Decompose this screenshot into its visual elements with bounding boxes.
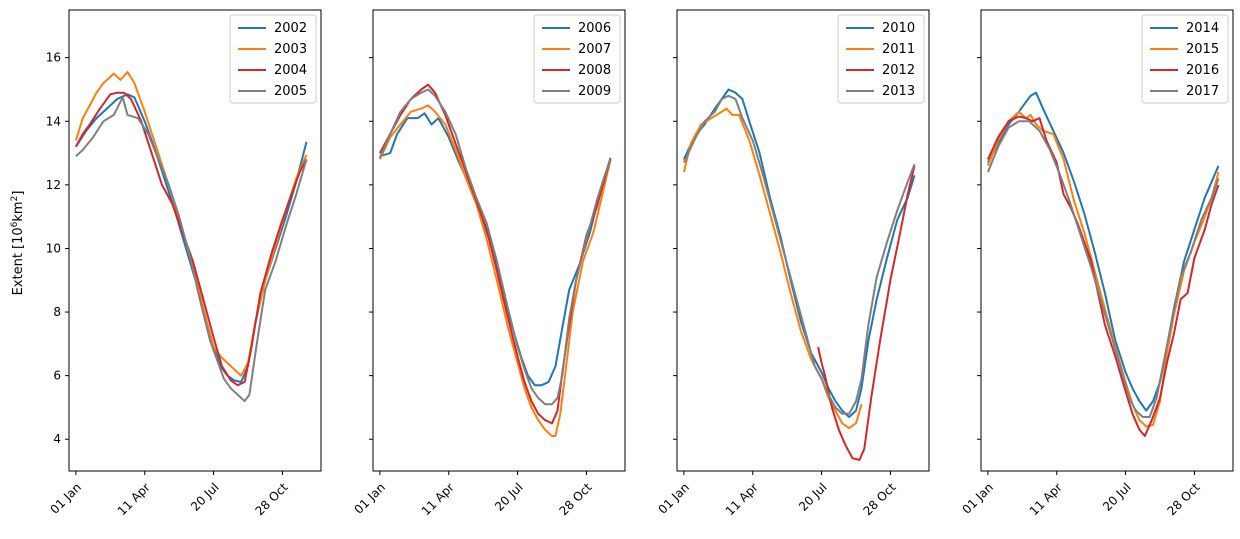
series-line-2004	[75, 91, 308, 387]
legend-label: 2002	[274, 21, 307, 36]
x-tick-label: 01 Jan	[656, 480, 692, 516]
legend: 2010 2011 2012 2013	[837, 14, 925, 104]
legend-box	[837, 14, 925, 104]
legend-label: 2015	[1186, 42, 1219, 57]
y-tick-label: 10	[46, 241, 61, 255]
legend: 2006 2007 2008 2009	[533, 14, 621, 104]
x-tick-label: 20 Jul	[796, 480, 830, 514]
series-line-2015	[986, 110, 1220, 428]
legend-label: 2012	[882, 63, 915, 78]
legend-label: 2017	[1186, 84, 1219, 99]
x-tick-label: 01 Jan	[352, 480, 388, 516]
x-tick-label: 01 Jan	[48, 480, 84, 516]
x-tick-label: 28 Oct	[556, 480, 594, 518]
series-line-2014	[987, 91, 1220, 412]
axes-frame	[676, 9, 930, 472]
series-line-2013	[682, 94, 916, 415]
series-line-2012	[817, 165, 916, 461]
series-line-2010	[682, 88, 916, 418]
panel-4: 01 Jan 11 Apr 20 Jul 28 Oct 2014 2015 2016 2017	[960, 9, 1234, 518]
y-tick-label: 12	[46, 178, 61, 192]
series-line-2017	[986, 120, 1220, 418]
legend: 2002 2003 2004 2005	[229, 14, 317, 104]
legend-label: 2004	[274, 63, 307, 78]
series-line-2006	[379, 112, 612, 387]
y-tick-label: 6	[53, 369, 61, 383]
legend-label: 2013	[882, 84, 915, 99]
panel-3: 01 Jan 11 Apr 20 Jul 28 Oct 2010 2011 2012 2013	[656, 9, 930, 518]
x-tick-label: 11 Apr	[723, 480, 761, 518]
x-tick-label: 28 Oct	[860, 480, 898, 518]
legend-label: 2010	[882, 21, 915, 36]
series-line-2007	[378, 104, 612, 437]
y-tick-label: 16	[46, 51, 61, 65]
axes-frame	[372, 9, 626, 472]
x-tick-label: 20 Jul	[188, 480, 222, 514]
panel-2: 01 Jan 11 Apr 20 Jul 28 Oct 2006 2007 2008 2009	[352, 9, 626, 518]
y-tick-label: 14	[46, 114, 61, 128]
legend-box	[229, 14, 317, 104]
legend-label: 2006	[578, 21, 611, 36]
legend-label: 2011	[882, 42, 915, 57]
axes-frame	[68, 9, 322, 472]
axes-frame	[980, 9, 1234, 472]
legend-box	[1141, 14, 1229, 104]
series-line-2011	[682, 107, 863, 430]
y-axis-label: Extent [106km2]	[10, 191, 26, 296]
legend-label: 2007	[578, 42, 611, 57]
series-line-2016	[986, 115, 1220, 437]
x-tick-label: 20 Jul	[492, 480, 526, 514]
series-line-2009	[378, 88, 612, 406]
y-tick-label: 4	[53, 432, 61, 446]
svg-text:Extent [106km2]: Extent [106km2]	[10, 191, 26, 296]
x-tick-label: 11 Apr	[1027, 480, 1065, 518]
x-tick-label: 01 Jan	[960, 480, 996, 516]
x-tick-label: 11 Apr	[115, 480, 153, 518]
x-tick-label: 20 Jul	[1100, 480, 1134, 514]
legend-box	[533, 14, 621, 104]
series-line-2005	[75, 96, 308, 403]
series-line-2002	[75, 93, 308, 383]
x-tick-label: 11 Apr	[419, 480, 457, 518]
legend-label: 2005	[274, 84, 307, 99]
x-tick-label: 28 Oct	[1164, 480, 1202, 518]
x-tick-label: 28 Oct	[252, 480, 290, 518]
legend: 2014 2015 2016 2017	[1141, 14, 1229, 104]
legend-label: 2003	[274, 42, 307, 57]
legend-label: 2009	[578, 84, 611, 99]
y-tick-label: 8	[53, 305, 61, 319]
legend-label: 2014	[1186, 21, 1219, 36]
legend-label: 2008	[578, 63, 611, 78]
legend-label: 2016	[1186, 63, 1219, 78]
